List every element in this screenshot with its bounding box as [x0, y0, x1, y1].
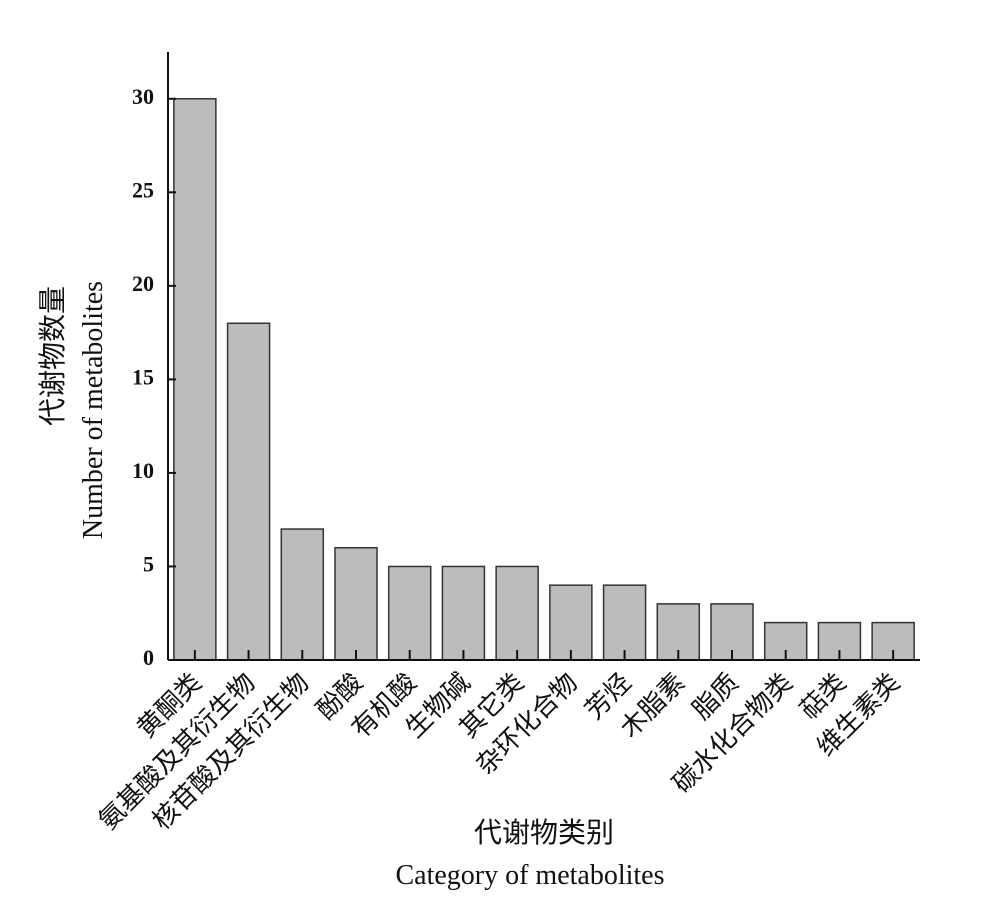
bar — [387, 565, 432, 661]
y-tick-label: 0 — [143, 645, 154, 670]
bar — [441, 565, 486, 661]
bar — [495, 565, 539, 661]
bar — [280, 528, 325, 661]
y-axis-label-en: Number of metabolites — [78, 281, 109, 539]
x-axis-label-en: Category of metabolites — [395, 860, 664, 891]
y-tick-label: 20 — [132, 271, 154, 296]
y-tick-label: 5 — [143, 552, 154, 577]
y-tick-label: 15 — [132, 364, 154, 389]
x-axis-label: 代谢物类别 — [474, 817, 614, 849]
bar — [226, 322, 271, 661]
y-tick-label: 25 — [132, 177, 154, 202]
y-tick-label: 10 — [132, 458, 154, 483]
y-tick-label: 30 — [132, 84, 154, 109]
bar — [173, 98, 217, 661]
bar — [602, 584, 647, 661]
bar — [549, 584, 593, 661]
bar — [334, 547, 378, 661]
y-axis-label: 代谢物数量 — [37, 286, 69, 426]
